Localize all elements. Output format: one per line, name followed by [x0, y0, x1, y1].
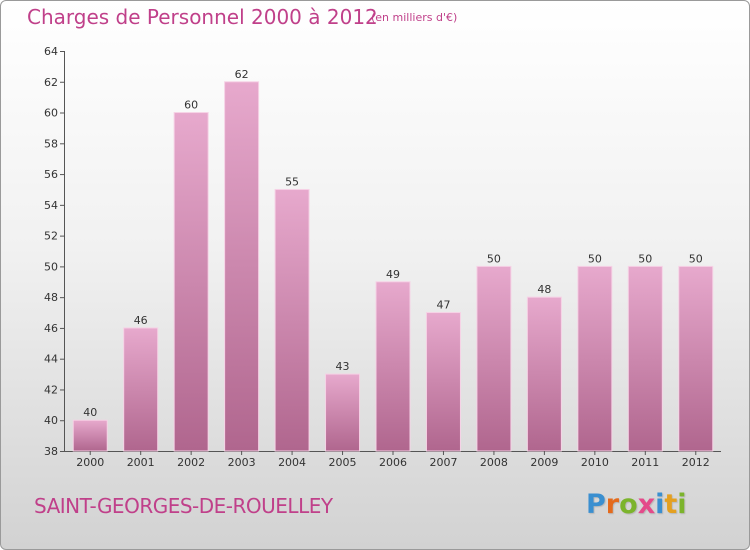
y-tick-label: 62 — [44, 76, 58, 89]
y-tick-label: 60 — [44, 107, 58, 120]
logo-letter: x — [637, 489, 656, 520]
bar-2002 — [173, 112, 209, 452]
logo-letter: r — [605, 489, 620, 520]
y-tick-label: 40 — [44, 414, 58, 427]
y-tick-label: 52 — [44, 230, 58, 243]
logo-letter: o — [619, 489, 638, 520]
x-tick-label-2011: 2011 — [631, 456, 659, 469]
commune-name: SAINT-GEORGES-DE-ROUELLEY — [34, 494, 333, 518]
bar-2003 — [224, 81, 260, 452]
data-label-2005: 43 — [336, 360, 350, 373]
data-label-2001: 46 — [134, 314, 148, 327]
proxiti-logo: Proxiti — [586, 489, 687, 520]
y-tick-label: 46 — [44, 322, 58, 335]
bar-2009 — [526, 296, 562, 452]
data-label-2000: 40 — [83, 406, 97, 419]
data-label-2009: 48 — [537, 283, 551, 296]
x-tick-label-2003: 2003 — [228, 456, 256, 469]
y-tick-label: 48 — [44, 291, 58, 304]
y-tick-label: 38 — [44, 445, 58, 458]
y-tick-label: 50 — [44, 260, 58, 273]
y-tick-label: 44 — [44, 353, 58, 366]
x-tick-label-2000: 2000 — [76, 456, 104, 469]
data-label-2006: 49 — [386, 268, 400, 281]
x-tick-label-2005: 2005 — [329, 456, 357, 469]
logo-letter: i — [677, 489, 687, 520]
bars-group: 40 46 60 62 55 43 49 47 50 48 50 50 50 — [72, 68, 714, 452]
logo-letter: i — [655, 489, 665, 520]
data-label-2002: 60 — [184, 99, 198, 112]
bar-2012 — [678, 265, 714, 452]
bar-2007 — [425, 312, 461, 452]
x-tick-label-2012: 2012 — [682, 456, 710, 469]
data-label-2011: 50 — [638, 252, 652, 265]
y-tick-label: 64 — [44, 45, 58, 58]
logo-letter: P — [586, 489, 606, 520]
bar-2004 — [274, 188, 310, 452]
bar-2008 — [476, 265, 512, 452]
y-axis: 38 40 42 44 46 48 50 52 54 56 58 60 62 64 — [44, 45, 65, 458]
x-tick-label-2002: 2002 — [177, 456, 205, 469]
x-tick-label-2001: 2001 — [127, 456, 155, 469]
bar-2000 — [72, 419, 108, 452]
bar-2005 — [325, 373, 361, 452]
bar-2001 — [123, 327, 159, 452]
data-label-2008: 50 — [487, 252, 501, 265]
data-label-2012: 50 — [689, 252, 703, 265]
chart-subtitle: (en milliers d'€) — [371, 11, 458, 24]
chart-title: Charges de Personnel 2000 à 2012 — [27, 5, 378, 29]
data-label-2010: 50 — [588, 252, 602, 265]
bar-2011 — [627, 265, 663, 452]
y-tick-label: 54 — [44, 199, 58, 212]
x-tick-label-2006: 2006 — [379, 456, 407, 469]
y-tick-label: 58 — [44, 137, 58, 150]
y-tick-label: 42 — [44, 383, 58, 396]
x-axis: 2000 2001 2002 2003 2004 2005 2006 2007 2008 2009… — [76, 451, 710, 469]
x-tick-label-2008: 2008 — [480, 456, 508, 469]
bar-2010 — [577, 265, 613, 452]
x-tick-label-2007: 2007 — [429, 456, 457, 469]
data-label-2007: 47 — [436, 299, 450, 312]
x-tick-label-2004: 2004 — [278, 456, 306, 469]
x-tick-label-2009: 2009 — [530, 456, 558, 469]
bar-2006 — [375, 281, 411, 452]
data-label-2003: 62 — [235, 68, 249, 81]
data-label-2004: 55 — [285, 175, 299, 188]
y-tick-label: 56 — [44, 168, 58, 181]
logo-letter: t — [664, 489, 678, 520]
x-tick-label-2010: 2010 — [581, 456, 609, 469]
